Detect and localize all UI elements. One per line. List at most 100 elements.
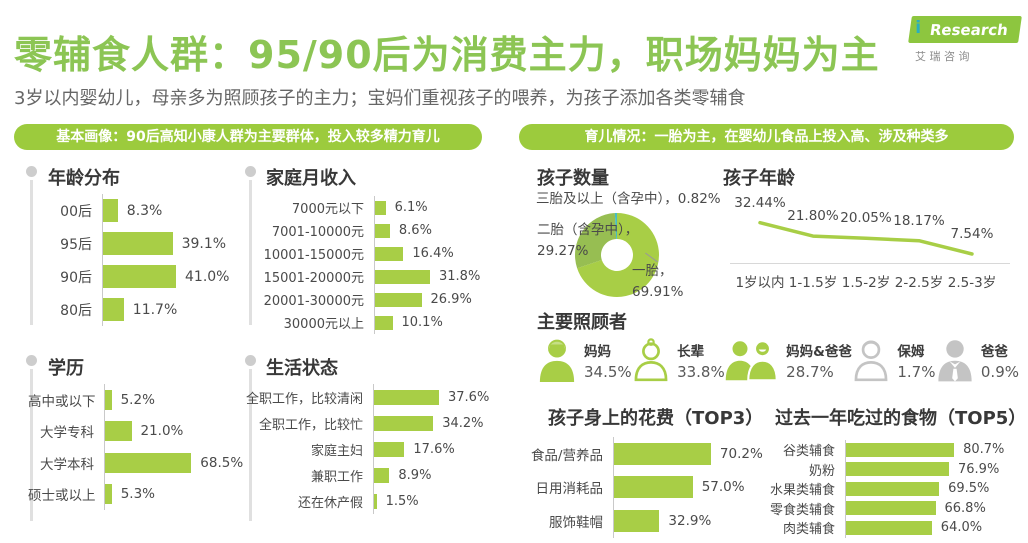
value-label: 31.8%	[439, 269, 481, 284]
category-label: 肉类辅食	[782, 522, 835, 538]
category-label: 7000元以下	[291, 202, 364, 217]
donut-label-second-child: 二胎（含孕中），29.27%	[537, 222, 639, 259]
category-label: 高中或以下	[28, 393, 96, 410]
value-label: 39.1%	[181, 235, 227, 252]
value-label: 1.5%	[385, 493, 419, 509]
bar	[846, 501, 936, 516]
category-label: 7001-10000元	[271, 225, 364, 240]
category-label: 1.5-2岁	[841, 275, 891, 291]
value-label: 6.1%	[394, 200, 428, 215]
logo-i-glyph: i	[915, 18, 922, 38]
value-label: 10.1%	[401, 315, 443, 330]
bar-row-income-0: 7000元以下 6.1%	[248, 196, 478, 219]
logo-brand-text: Research	[928, 21, 1010, 39]
bar-row-foods_top5-4: 肉类辅食 64.0%	[760, 518, 1022, 538]
bar	[374, 493, 377, 509]
bar	[374, 467, 390, 483]
marker-dot-icon	[244, 355, 256, 366]
father-icon	[938, 340, 972, 382]
bar-row-life_status-2: 家庭主妇 17.6%	[246, 436, 481, 462]
bar	[105, 484, 112, 505]
chart-title-spending: 孩子身上的花费（TOP3）	[548, 408, 764, 429]
category-label: 15001-20000元	[263, 271, 364, 286]
bar	[374, 415, 434, 431]
caregiver-label: 爸爸	[980, 343, 1008, 360]
bar	[375, 315, 393, 330]
category-label: 还在休产假	[297, 495, 363, 511]
category-label: 食品/营养品	[530, 447, 603, 464]
bar	[374, 441, 405, 457]
marker-dot-icon	[25, 355, 37, 366]
section-marker	[25, 166, 37, 325]
bar-track: 8.6%	[374, 219, 478, 242]
page-title: 零辅食人群：95/90后为消费主力，职场妈妈为主	[14, 33, 880, 77]
bar-row-education-2: 大学本科 68.5%	[28, 447, 258, 479]
child-age-line-chart: 32.44% 21.80% 20.05% 18.17% 7.54% 1岁以内 1-1.5岁 1…	[710, 182, 1016, 302]
value-label: 80.7%	[963, 442, 1005, 458]
value-label: 70.2%	[719, 445, 763, 462]
category-label: 2-2.5岁	[894, 275, 944, 291]
chart-title-child-age: 孩子年龄	[723, 168, 795, 189]
bar-track: 8.3%	[102, 194, 268, 227]
income-bar-chart: 7000元以下 6.1% 7001-10000元 8.6% 10001-15000元 16…	[248, 196, 481, 334]
value-label: 57.0%	[701, 479, 745, 496]
x-axis-line	[730, 263, 1010, 264]
value-label: 17.6%	[413, 441, 455, 457]
value-label: 37.6%	[448, 389, 490, 405]
bar	[103, 298, 124, 321]
chart-title-age: 年龄分布	[48, 168, 120, 189]
value-label: 7.54%	[950, 226, 994, 243]
bar-row-life_status-3: 兼职工作 8.9%	[246, 462, 481, 488]
bar-track: 6.1%	[374, 196, 478, 219]
bar-row-education-3: 硕士或以上 5.3%	[28, 478, 258, 510]
bar-track: 16.4%	[374, 242, 478, 265]
category-label: 2.5-3岁	[947, 275, 997, 291]
category-label: 95后	[60, 236, 92, 253]
chart-title-life: 生活状态	[266, 358, 338, 379]
value-label: 76.9%	[958, 461, 1000, 477]
caregiver-value: 1.7%	[897, 362, 936, 381]
bar	[846, 481, 940, 496]
category-label: 1岁以内	[735, 275, 785, 291]
value-label: 5.2%	[120, 391, 155, 408]
category-label: 1-1.5岁	[788, 275, 838, 291]
value-label: 64.0%	[940, 520, 983, 536]
bar-track: 10.1%	[374, 311, 478, 334]
chart-title-income: 家庭月收入	[266, 168, 356, 189]
spending-bar-chart: 食品/营养品 70.2% 日用消耗品 57.0% 服饰鞋帽 32.9%	[522, 437, 772, 538]
caregiver-value: 33.8%	[677, 362, 725, 381]
bar-track: 34.2%	[373, 410, 484, 436]
foods-bar-chart: 谷类辅食 80.7% 奶粉 76.9% 水果类辅食 69.5% 零食类辅食 66.8% 肉类辅食…	[760, 440, 1022, 538]
category-label: 80后	[60, 302, 92, 319]
bar-track: 68.5%	[104, 447, 258, 479]
bar-track: 64.0%	[845, 518, 1022, 538]
bar-row-spending_top3-0: 食品/营养品 70.2%	[522, 437, 772, 471]
category-label: 水果类辅食	[769, 483, 835, 499]
bar-track: 26.9%	[374, 288, 478, 311]
value-label: 32.9%	[668, 512, 712, 529]
bar	[105, 421, 132, 442]
bar-row-spending_top3-1: 日用消耗品 57.0%	[522, 470, 772, 504]
bar-row-education-1: 大学专科 21.0%	[28, 415, 258, 447]
value-label: 8.6%	[398, 223, 432, 238]
bar-row-spending_top3-2: 服饰鞋帽 32.9%	[522, 504, 772, 538]
age-bar-chart: 00后 8.3% 95后 39.1% 90后 41.0% 80后 11.7%	[48, 194, 268, 326]
value-label: 21.0%	[140, 423, 184, 440]
bar	[375, 246, 404, 261]
section-marker	[25, 355, 37, 521]
category-label: 大学专科	[40, 425, 94, 442]
bar-row-age-3: 80后 11.7%	[48, 293, 268, 326]
life-bar-chart: 全职工作，比较清闲 37.6% 全职工作，比较忙 34.2% 家庭主妇 17.6% 兼职工作…	[246, 384, 489, 514]
bar-row-education-0: 高中或以下 5.2%	[28, 384, 258, 416]
logo-chinese-name: 艾 瑞 咨 询	[915, 50, 970, 63]
bar	[375, 200, 386, 215]
caregiver-label: 妈妈&爸爸	[786, 343, 852, 360]
caregiver-label: 保姆	[897, 343, 925, 360]
child-age-trend-line	[758, 220, 974, 256]
bar-row-age-1: 95后 39.1%	[48, 227, 268, 260]
value-label: 69.5%	[948, 481, 990, 497]
bar-track: 76.9%	[845, 459, 1022, 479]
donut-slice-0	[577, 213, 660, 297]
category-label: 家庭主妇	[310, 443, 363, 459]
